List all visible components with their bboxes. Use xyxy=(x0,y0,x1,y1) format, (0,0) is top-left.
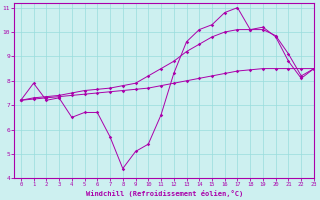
X-axis label: Windchill (Refroidissement éolien,°C): Windchill (Refroidissement éolien,°C) xyxy=(85,190,243,197)
